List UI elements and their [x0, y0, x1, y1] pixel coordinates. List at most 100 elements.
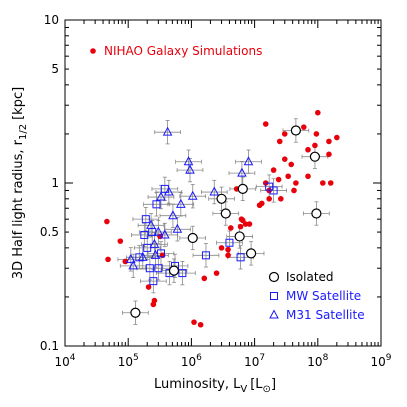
nihao-point	[201, 275, 208, 282]
mw-satellite-point	[225, 238, 234, 247]
m31-satellite-point	[209, 186, 220, 196]
mw-satellite-point	[156, 249, 165, 258]
nihao-point	[145, 284, 152, 290]
nihao-point	[218, 245, 225, 251]
x-tick-label: 106	[181, 353, 202, 369]
isolated-point	[220, 208, 231, 219]
nihao-point	[334, 134, 340, 141]
isolated-point	[290, 125, 301, 136]
x-tick-label: 107	[244, 353, 265, 369]
mw-satellite-point	[140, 230, 149, 239]
nihao-point	[105, 256, 111, 263]
isolated-point	[168, 265, 180, 276]
nihao-point	[266, 195, 272, 202]
isolated-point	[216, 193, 227, 204]
nihao-point	[300, 124, 307, 130]
m31-satellite-point	[128, 260, 139, 270]
nihao-point	[313, 131, 320, 137]
mw-satellite-point	[149, 277, 158, 286]
m31-satellite-point	[183, 156, 194, 166]
mw-satellite-point	[141, 215, 150, 224]
mw-satellite-point	[135, 253, 144, 262]
x-tick-label: 104	[54, 353, 75, 369]
legend-nihao-label: NIHAO Galaxy Simulations	[104, 44, 262, 58]
x-tick-label: 105	[118, 353, 139, 369]
isolated-point	[245, 248, 257, 259]
nihao-point	[197, 321, 204, 328]
y-tick-label: 10	[44, 13, 59, 27]
nihao-point	[237, 223, 244, 230]
nihao-point	[225, 246, 231, 253]
y-tick-label: 0.5	[40, 225, 59, 239]
nihao-point	[320, 180, 326, 186]
legend: NIHAO Galaxy Simulations Isolated MW Satel…	[90, 44, 365, 322]
m31-satellite-point	[237, 167, 247, 177]
legend-m31-satellite-marker	[269, 309, 279, 319]
nihao-point	[275, 176, 282, 183]
mw-satellite-point	[160, 184, 169, 193]
legend-isolated-label: Isolated	[286, 270, 334, 284]
mw-satellite-point	[143, 243, 152, 252]
mw-satellite-point	[154, 264, 163, 273]
y-tick-label: 1	[51, 176, 59, 190]
legend-mw-satellite-label: MW Satellite	[286, 289, 361, 303]
nihao-point	[191, 319, 197, 325]
nihao-point	[262, 121, 269, 127]
mw-satellite-point	[148, 228, 157, 237]
legend-m31-satellite-label: M31 Satellite	[286, 308, 365, 322]
nihao-point	[315, 109, 321, 116]
m31-satellite-point	[156, 191, 166, 201]
nihao-point	[225, 252, 231, 259]
nihao-point	[327, 180, 334, 186]
nihao-point	[276, 138, 283, 145]
y-axis-label: 3D Half light radius, r1/2[kpc]	[11, 87, 29, 279]
m31-satellite-point	[164, 186, 174, 196]
isolated-point	[237, 183, 248, 195]
isolated-point	[311, 208, 322, 219]
mw-satellite-point	[236, 253, 245, 262]
mw-satellite-point	[152, 200, 161, 209]
mw-satellite-point	[269, 186, 278, 195]
nihao-point	[227, 225, 234, 231]
m31-satellite-point	[168, 210, 178, 220]
m31-satellite-point	[162, 126, 173, 136]
nihao-point	[288, 161, 295, 168]
nihao-point	[326, 151, 332, 158]
legend-mw-satellite-marker	[270, 292, 278, 300]
x-tick-label: 109	[370, 353, 391, 369]
isolated-point	[130, 307, 141, 318]
data-layer	[104, 109, 340, 328]
nihao-point	[281, 156, 288, 162]
nihao-point	[278, 195, 284, 202]
nihao-point	[270, 167, 277, 173]
nihao-point	[326, 138, 332, 145]
isolated-point	[234, 231, 245, 242]
m31-satellite-point	[172, 223, 183, 233]
mw-satellite-point	[178, 269, 187, 278]
nihao-point	[117, 238, 124, 244]
m31-satellite-point	[125, 253, 136, 263]
nihao-point	[104, 218, 110, 225]
nihao-point	[242, 221, 249, 227]
nihao-point	[122, 258, 129, 265]
m31-satellite-point	[243, 156, 254, 166]
nihao-point	[305, 173, 311, 180]
legend-isolated-marker	[268, 271, 280, 283]
nihao-point	[281, 131, 288, 137]
nihao-point	[312, 142, 318, 149]
isolated-point	[187, 232, 198, 244]
mw-satellite-point	[201, 251, 210, 260]
y-tick-label: 5	[51, 62, 59, 76]
y-tick-label: 0.1	[40, 339, 59, 353]
isolated-point	[309, 151, 321, 162]
legend-nihao-marker	[90, 48, 96, 54]
nihao-point	[285, 173, 291, 180]
m31-satellite-point	[175, 198, 186, 208]
nihao-point	[259, 200, 265, 207]
nihao-point	[213, 270, 220, 276]
m31-satellite-point	[153, 226, 164, 236]
x-axis-label: Luminosity, LV [L⊙]	[154, 377, 276, 395]
nihao-point	[293, 180, 299, 186]
m31-satellite-point	[160, 229, 170, 239]
